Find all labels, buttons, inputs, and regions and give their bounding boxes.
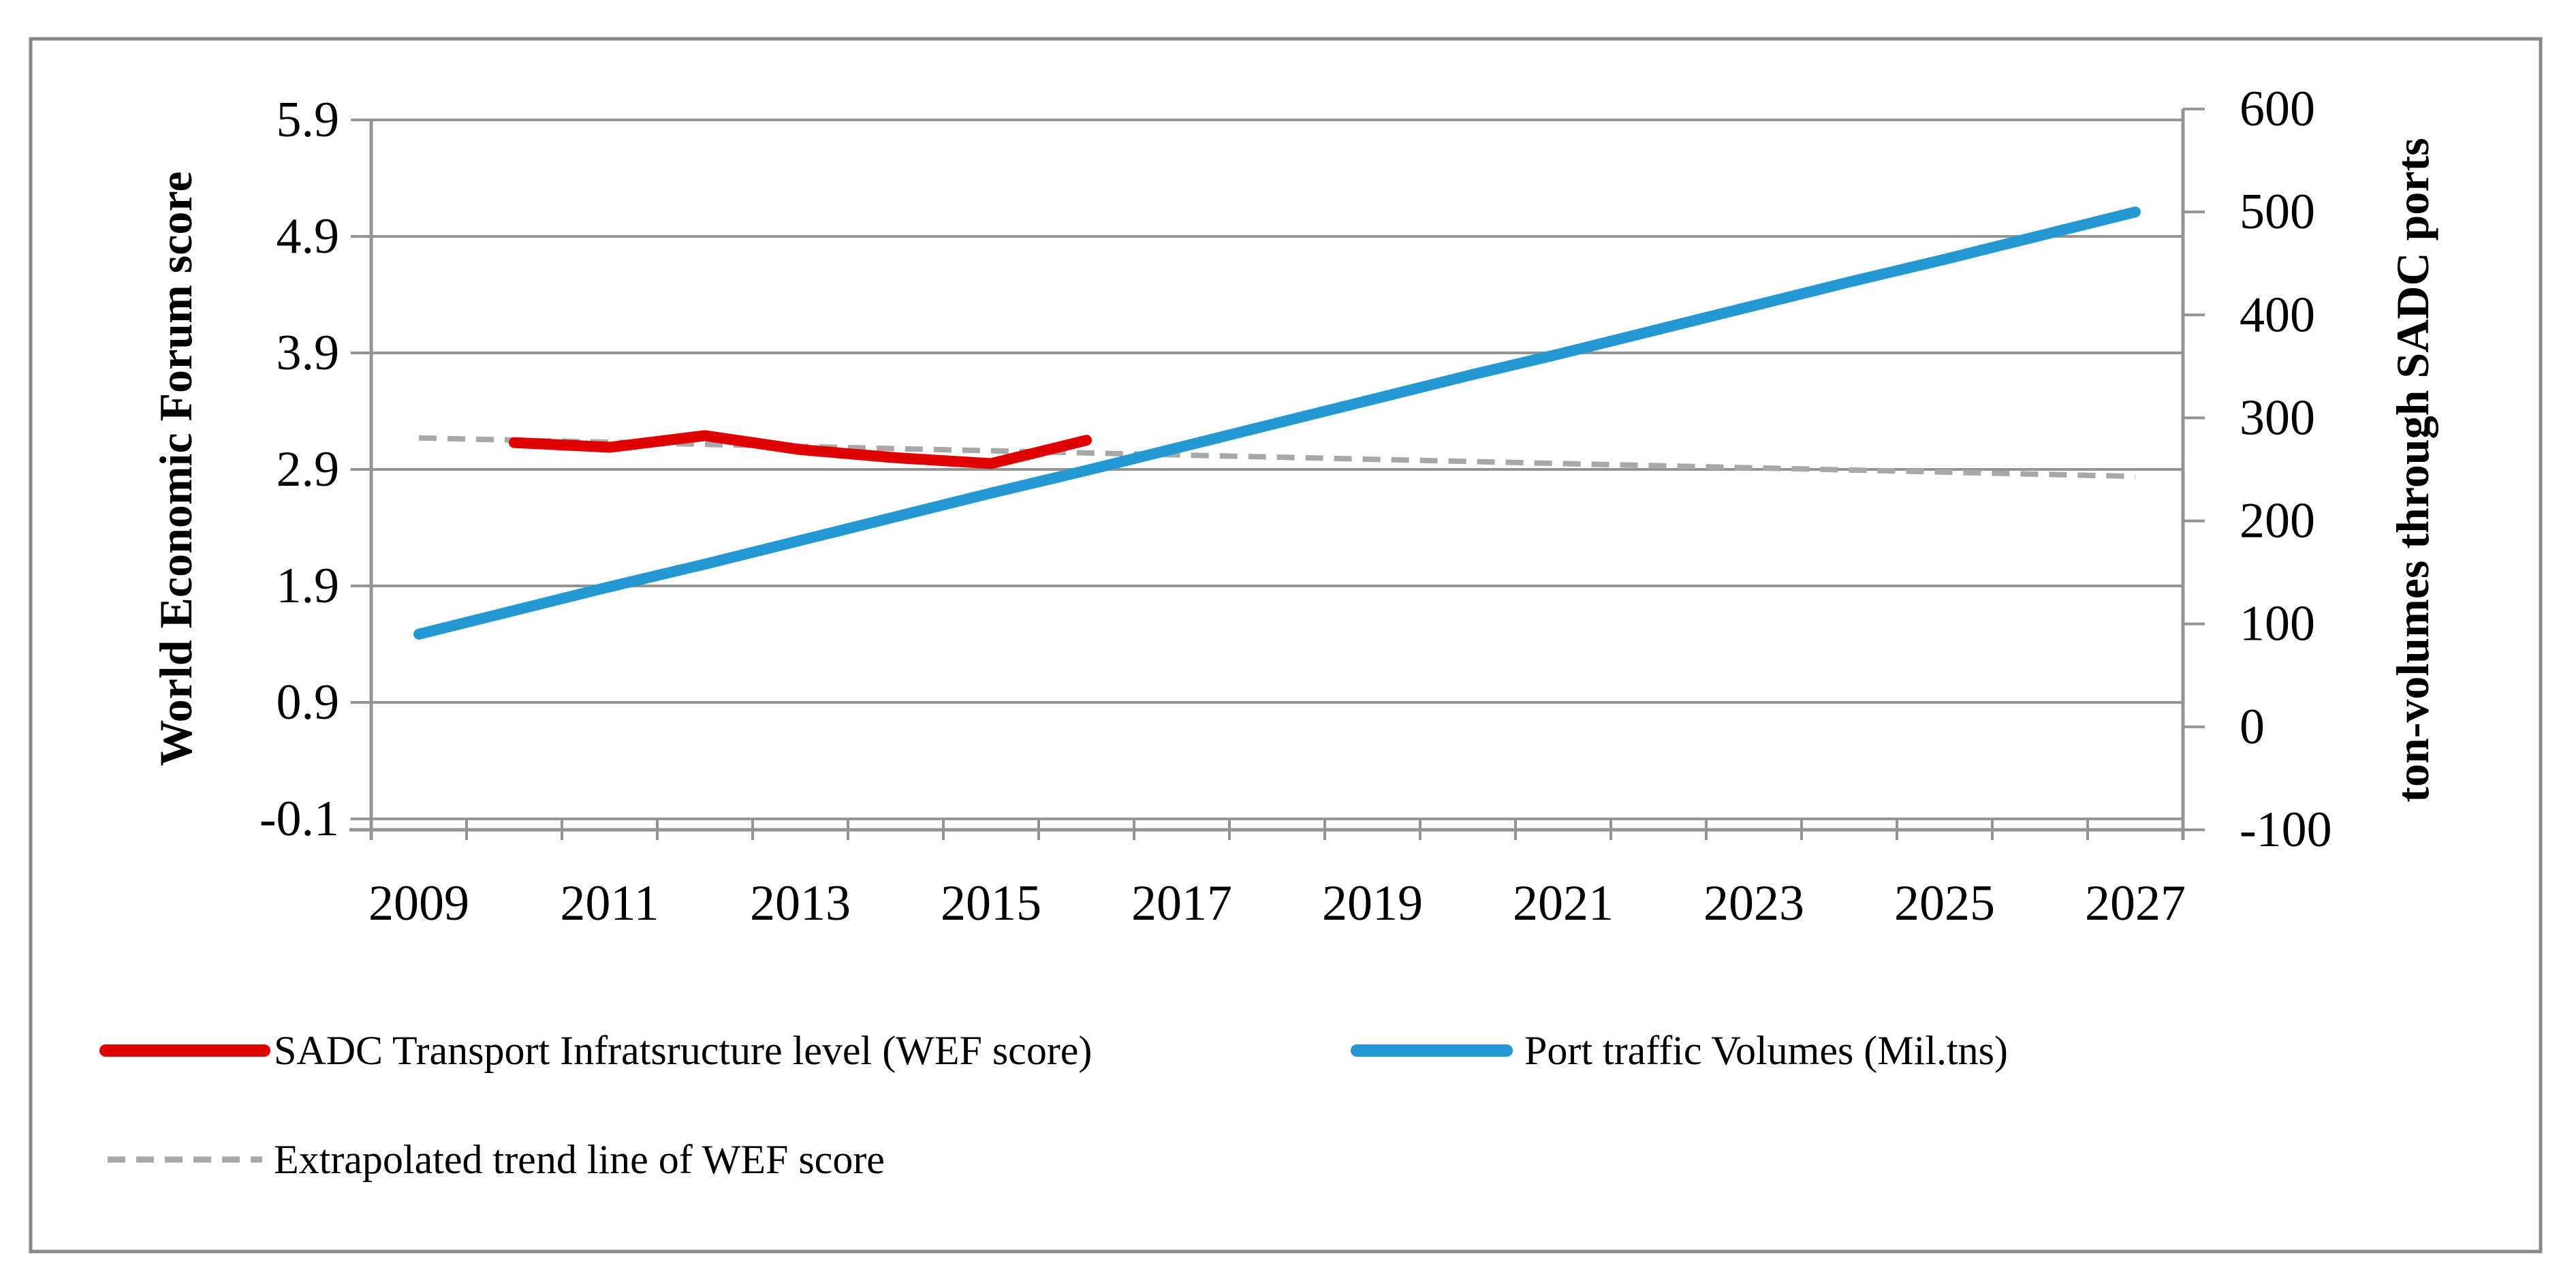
legend-label-trend: Extrapolated trend line of WEF score bbox=[274, 1137, 885, 1182]
legend-label-port-traffic: Port traffic Volumes (Mil.tns) bbox=[1524, 1028, 2008, 1073]
legend-label-wef-score: SADC Transport Infratsructure level (WEF… bbox=[274, 1028, 1092, 1073]
right-axis-tick-label: 500 bbox=[2240, 184, 2315, 240]
x-axis-tick-label: 2011 bbox=[560, 875, 659, 931]
right-axis-title: ton-volumes through SADC ports bbox=[2387, 138, 2438, 802]
right-axis-tick-label: 200 bbox=[2240, 493, 2315, 549]
right-axis-tick-label: -100 bbox=[2240, 802, 2332, 858]
x-axis-tick-label: 2015 bbox=[941, 875, 1041, 931]
x-axis-tick-label: 2025 bbox=[1894, 875, 1995, 931]
left-axis-tick-label: 2.9 bbox=[277, 441, 340, 497]
x-axis-tick-label: 2013 bbox=[750, 875, 851, 931]
right-axis-tick-label: 600 bbox=[2240, 81, 2315, 137]
left-axis-title: World Economic Forum score bbox=[150, 171, 202, 766]
series-line-1 bbox=[413, 206, 2141, 640]
plot-area: 5.9 4.9 3.9 2.9 1.9 0.9 -0.1 2009 2011 2013 2015 20… bbox=[260, 81, 2332, 931]
right-axis-tick-label: 0 bbox=[2240, 699, 2265, 755]
left-axis-tick-label: 3.9 bbox=[277, 325, 340, 381]
left-axis-tick-label: 1.9 bbox=[277, 558, 340, 614]
x-axis-tick-label: 2009 bbox=[368, 875, 469, 931]
left-axis-tick-label: 5.9 bbox=[277, 92, 340, 148]
x-axis-tick-label: 2021 bbox=[1513, 875, 1614, 931]
legend: SADC Transport Infratsructure level (WEF… bbox=[99, 1028, 2008, 1182]
right-axis-tick-label: 400 bbox=[2240, 287, 2315, 343]
right-axis-tick-label: 100 bbox=[2240, 596, 2315, 652]
left-axis-tick-label: -0.1 bbox=[260, 791, 339, 847]
series-line-0 bbox=[509, 430, 1092, 469]
left-axis-tick-label: 4.9 bbox=[277, 208, 340, 264]
figure-border bbox=[29, 37, 2543, 1254]
x-axis-tick-label: 2027 bbox=[2085, 875, 2186, 931]
series-line-2 bbox=[418, 435, 2136, 480]
x-axis-tick-label: 2019 bbox=[1322, 875, 1423, 931]
right-axis-tick-label: 300 bbox=[2240, 390, 2315, 446]
x-axis-tick-label: 2017 bbox=[1131, 875, 1232, 931]
x-axis-tick-label: 2023 bbox=[1703, 875, 1804, 931]
left-axis-tick-label: 0.9 bbox=[277, 674, 340, 730]
